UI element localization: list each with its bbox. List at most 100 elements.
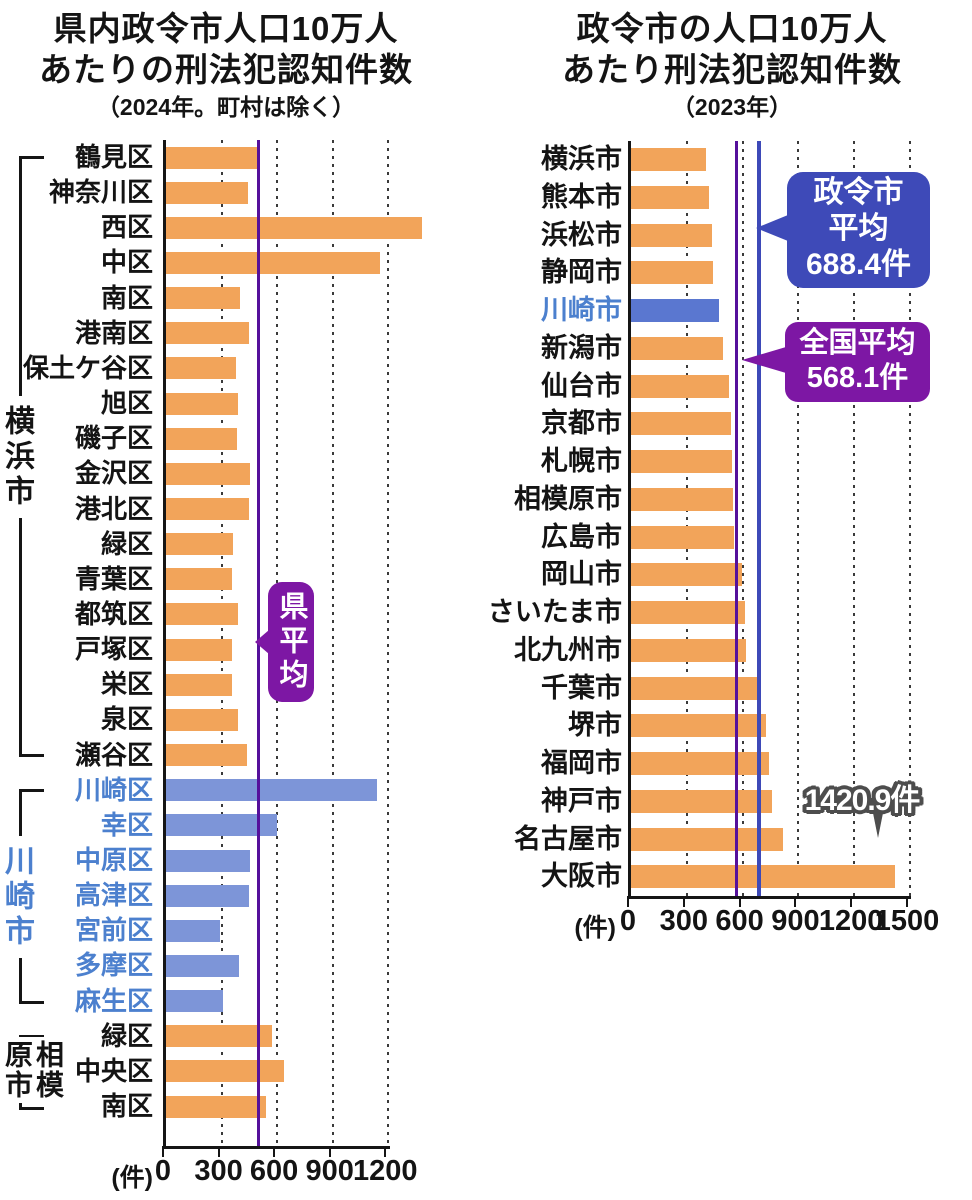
osaka-value-callout-tail	[870, 798, 886, 838]
bar	[166, 849, 251, 872]
axis-tick	[273, 1146, 276, 1157]
bar	[631, 563, 742, 587]
gridline-600	[741, 141, 744, 896]
axis-tick-label: 1200	[353, 1155, 418, 1187]
axis-tick-label: 1500	[874, 905, 940, 937]
row-label: 南区	[100, 1091, 153, 1121]
axis-tick-label: 600	[715, 905, 764, 937]
row-label: 相模原市	[514, 483, 622, 514]
sagamihara-bracket-hook-bottom	[19, 1107, 44, 1110]
right-chart-title-line1: 政令市の人口10万人	[576, 10, 888, 47]
axis-tick-label: 0	[154, 1155, 172, 1187]
designated-city-average-value: 688.4件	[805, 248, 912, 281]
row-label: 京都市	[541, 408, 622, 439]
axis-tick	[328, 1146, 331, 1157]
axis-tick	[162, 1146, 164, 1157]
row-label: 高津区	[74, 880, 153, 911]
axis-tick-label: 0	[619, 905, 637, 937]
bar	[166, 814, 278, 837]
axis-tick	[217, 1146, 220, 1157]
bar	[166, 884, 250, 907]
group-label-yokohama: 横浜市	[0, 396, 38, 518]
bar	[166, 533, 233, 556]
row-label: 中区	[100, 247, 153, 278]
left-x-axis-line	[163, 1146, 390, 1149]
bar	[166, 1095, 266, 1118]
gridline-900	[797, 141, 800, 896]
bar	[631, 185, 710, 209]
left-axis-unit-label: (件)	[111, 1164, 153, 1192]
row-label: 仙台市	[541, 370, 622, 401]
group-label-kawasaki: 川崎市	[0, 836, 38, 958]
right-chart-title-block: 政令市の人口10万人 あたり刑法犯認知件数 （2023年）	[502, 8, 962, 122]
bar	[631, 827, 783, 851]
designated-city-average-line1: 政令市	[813, 176, 904, 209]
callout-arrow-left-icon	[255, 630, 269, 654]
row-label: 宮前区	[74, 915, 153, 946]
right-chart-title-line2: あたり刑法犯認知件数	[562, 51, 902, 88]
row-label: 栄区	[100, 669, 153, 700]
right-axis-unit-label: (件)	[574, 914, 616, 942]
axis-tick	[682, 896, 685, 907]
left-chart-plot	[163, 140, 438, 1146]
gridline-1500	[909, 141, 911, 896]
bar	[166, 568, 232, 591]
row-label: 緑区	[100, 528, 153, 559]
axis-tick-label: 300	[659, 905, 708, 937]
right-chart-subtitle: （2023年）	[671, 94, 793, 120]
gridline-300	[685, 141, 688, 896]
designated-city-average-line2: 平均	[828, 212, 889, 245]
row-label: 静岡市	[541, 257, 622, 288]
right-x-axis-line	[628, 896, 911, 899]
row-label: 堺市	[568, 710, 622, 741]
row-label: 青葉区	[74, 563, 153, 594]
bar	[631, 601, 746, 624]
row-label: 川崎区	[74, 774, 153, 805]
bar	[166, 251, 380, 274]
bar	[631, 487, 734, 511]
left-chart-title-line1: 県内政令市人口10万人	[53, 10, 399, 47]
bar	[166, 708, 239, 731]
bar	[166, 673, 232, 696]
bar	[631, 676, 757, 700]
axis-tick	[627, 896, 629, 907]
bar	[166, 954, 240, 977]
bar	[631, 865, 896, 889]
row-label: 新潟市	[541, 332, 622, 363]
row-label: 大阪市	[541, 861, 622, 892]
bar	[166, 1025, 272, 1048]
designated-city-average-line	[757, 141, 761, 896]
national-average-label: 全国平均	[799, 327, 916, 359]
row-label: 多摩区	[74, 950, 153, 981]
row-label: 港北区	[74, 493, 153, 524]
row-label: 磯子区	[74, 423, 153, 454]
bar	[631, 223, 712, 247]
axis-tick-label: 300	[194, 1155, 243, 1187]
bar	[166, 498, 250, 520]
row-label: 西区	[100, 212, 153, 243]
prefecture-average-callout: 県平均	[255, 582, 314, 702]
bar	[631, 412, 732, 436]
right-chart-plot	[628, 141, 931, 896]
row-label: 広島市	[541, 521, 622, 552]
national-average-callout: 全国平均 568.1件	[742, 322, 930, 402]
designated-city-average-callout: 政令市 平均 688.4件	[756, 172, 930, 288]
row-label: 瀬谷区	[74, 739, 153, 770]
bar	[631, 638, 747, 662]
bar	[166, 146, 257, 169]
row-label: 南区	[100, 282, 153, 313]
axis-tick	[906, 896, 908, 907]
bar	[631, 374, 729, 398]
row-label: 神奈川区	[48, 177, 153, 208]
gridline-1200	[853, 141, 856, 896]
bar	[166, 1060, 284, 1083]
bar	[166, 990, 224, 1013]
bar	[166, 427, 238, 450]
row-label: 金沢区	[74, 458, 153, 489]
bar	[631, 299, 720, 322]
bar	[631, 752, 769, 775]
sagamihara-bracket-hook-top	[19, 1035, 44, 1038]
bar	[631, 714, 766, 738]
row-label: 都筑区	[74, 599, 153, 629]
yokohama-bracket-hook-top	[19, 156, 44, 159]
